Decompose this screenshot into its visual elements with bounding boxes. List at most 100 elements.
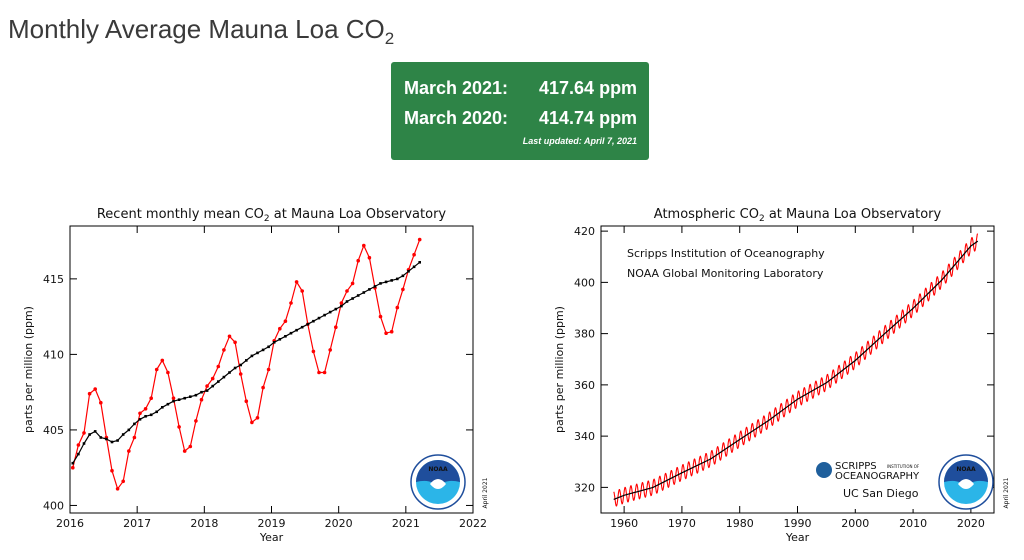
data-point-monthly (311, 349, 316, 354)
data-point-trend (99, 436, 103, 439)
y-tick-label: 415 (43, 273, 64, 286)
data-point-trend (189, 395, 192, 398)
data-point-trend (278, 338, 282, 341)
data-point-trend (250, 354, 254, 358)
data-point-monthly (356, 258, 361, 263)
data-point-monthly (222, 348, 226, 352)
data-point-trend (200, 390, 203, 394)
data-point-monthly (283, 319, 288, 323)
x-tick-label: 2016 (56, 517, 84, 530)
data-point-trend (161, 406, 164, 409)
data-point-trend (261, 348, 265, 352)
data-point-monthly (255, 416, 260, 420)
data-point-monthly (294, 280, 299, 284)
data-point-monthly (87, 391, 92, 396)
data-point-monthly (143, 407, 148, 411)
data-point-monthly (205, 384, 209, 388)
data-point-trend (412, 265, 416, 269)
x-tick-label: 2019 (258, 517, 286, 530)
data-point-monthly (238, 372, 243, 376)
data-point-monthly (138, 411, 142, 416)
scripps-logo-text: SCRIPPS (835, 461, 877, 472)
data-point-trend (71, 461, 75, 465)
data-point-monthly (216, 364, 221, 369)
y-tick-label: 400 (43, 499, 64, 512)
data-point-monthly (171, 396, 176, 400)
data-point-trend (373, 285, 377, 288)
y-tick-label: 320 (574, 481, 595, 494)
data-point-trend (384, 280, 388, 284)
data-point-trend (328, 310, 332, 314)
data-point-monthly (160, 358, 165, 363)
data-point-trend (149, 413, 153, 417)
data-point-monthly (199, 397, 204, 402)
data-point-trend (211, 384, 214, 388)
data-point-monthly (367, 255, 372, 260)
data-point-trend (228, 371, 231, 374)
data-point-trend (239, 363, 242, 367)
summary-label-current: March 2021: (404, 78, 509, 98)
data-point-trend (205, 389, 209, 392)
y-tick-label: 360 (574, 379, 595, 392)
y-tick-label: 410 (43, 348, 64, 361)
chart-title: Recent monthly mean CO2 at Mauna Loa Obs… (97, 207, 447, 224)
data-point-trend (289, 331, 293, 335)
noaa-logo-text: NOAA (956, 466, 976, 473)
data-point-trend (300, 325, 304, 329)
data-point-trend (295, 328, 298, 332)
noaa-logo-top (416, 460, 460, 488)
oceanography-logo-text: OCEANOGRAPHY (835, 471, 920, 482)
data-point-monthly (99, 400, 103, 405)
noaa-logo-text: NOAA (428, 466, 448, 473)
data-point-trend (183, 396, 186, 400)
summary-label-previous: March 2020: (404, 108, 509, 128)
y-axis-label: parts per million (ppm) (553, 306, 566, 433)
data-point-monthly (395, 305, 400, 310)
data-point-monthly (82, 431, 86, 435)
data-point-monthly (378, 314, 383, 319)
data-point-monthly (328, 348, 333, 352)
data-point-trend (401, 274, 405, 278)
data-point-trend (267, 345, 270, 349)
series-line-trend (613, 240, 979, 500)
co2-summary-box: March 2021: 417.64 ppm March 2020: 414.7… (391, 62, 649, 160)
data-point-trend (284, 335, 287, 338)
data-point-monthly (334, 325, 338, 329)
data-point-trend (82, 442, 86, 445)
y-tick-label: 405 (43, 424, 64, 437)
y-tick-label: 340 (574, 430, 595, 443)
data-point-monthly (261, 385, 265, 390)
data-point-monthly (384, 331, 388, 335)
series-line-monthly (613, 233, 979, 507)
data-point-trend (121, 433, 125, 436)
summary-row-current: March 2021: 417.64 ppm (404, 78, 637, 99)
data-point-trend (93, 430, 97, 433)
data-point-monthly (417, 237, 422, 242)
data-point-monthly (350, 281, 355, 286)
last-updated-text: Last updated: April 7, 2021 (522, 136, 637, 146)
data-point-trend (116, 439, 119, 442)
chart-title: Atmospheric CO2 at Mauna Loa Observatory (654, 207, 942, 224)
data-point-trend (166, 402, 170, 406)
x-tick-label: 2021 (392, 517, 420, 530)
data-point-monthly (194, 419, 198, 423)
data-point-trend (407, 270, 410, 273)
data-point-monthly (278, 326, 282, 331)
data-point-monthly (289, 301, 293, 305)
recent-monthly-co2-chart: Recent monthly mean CO2 at Mauna Loa Obs… (22, 207, 489, 544)
data-point-trend (362, 291, 366, 294)
summary-row-previous: March 2020: 414.74 ppm (404, 108, 637, 129)
data-point-monthly (362, 243, 366, 248)
data-point-trend (245, 359, 248, 362)
data-point-trend (340, 304, 343, 308)
data-point-monthly (115, 487, 120, 491)
data-point-trend (390, 279, 393, 282)
data-point-monthly (132, 435, 137, 440)
data-point-monthly (177, 425, 181, 429)
data-point-trend (138, 418, 142, 421)
data-point-monthly (188, 444, 193, 449)
data-point-monthly (300, 289, 305, 293)
data-point-trend (351, 297, 354, 300)
data-point-trend (144, 415, 147, 418)
longterm-co2-chart: Atmospheric CO2 at Mauna Loa Observatory… (553, 207, 1010, 544)
